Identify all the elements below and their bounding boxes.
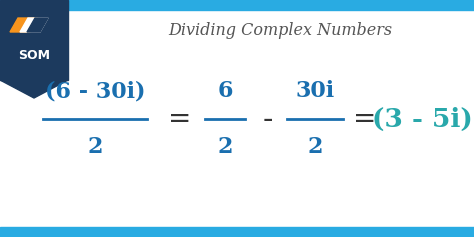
Text: =: = bbox=[168, 105, 191, 132]
Text: 2: 2 bbox=[307, 136, 323, 158]
Text: 2: 2 bbox=[87, 136, 103, 158]
Text: 6: 6 bbox=[217, 80, 233, 102]
Text: (3 - 5i): (3 - 5i) bbox=[372, 106, 473, 132]
Text: (6 - 30i): (6 - 30i) bbox=[45, 80, 145, 102]
Polygon shape bbox=[10, 18, 38, 32]
Bar bbox=[0, 0, 474, 10]
Polygon shape bbox=[27, 18, 48, 32]
Polygon shape bbox=[20, 18, 48, 32]
Text: -: - bbox=[263, 104, 273, 135]
Bar bbox=[0, 0, 68, 80]
Polygon shape bbox=[0, 80, 68, 98]
Text: =: = bbox=[353, 105, 377, 132]
Text: Dividing Complex Numbers: Dividing Complex Numbers bbox=[168, 22, 392, 38]
Text: 2: 2 bbox=[217, 136, 233, 158]
Bar bbox=[0, 227, 474, 237]
Text: 30i: 30i bbox=[295, 80, 335, 102]
Text: SOM: SOM bbox=[18, 49, 50, 61]
